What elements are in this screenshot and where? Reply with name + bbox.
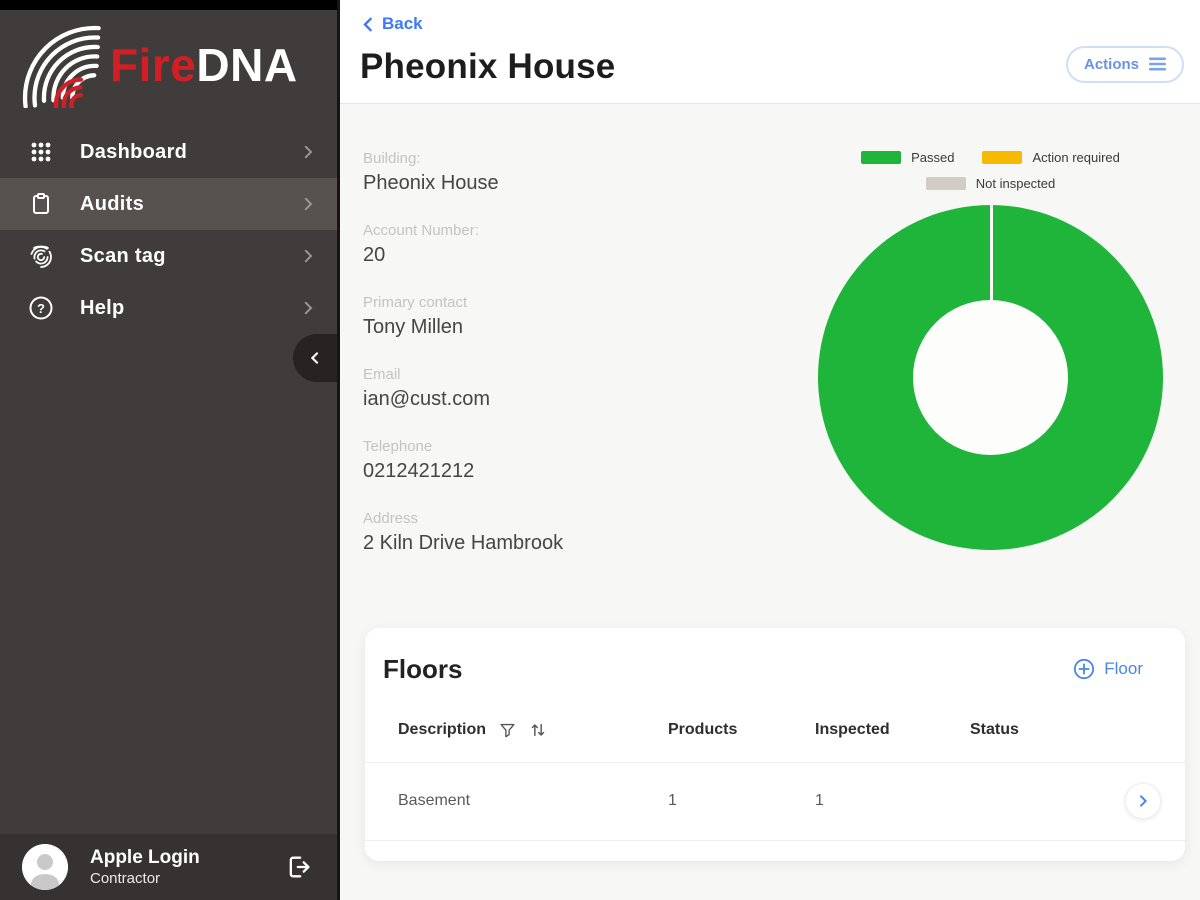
brand-dna: DNA	[196, 39, 298, 91]
chevron-right-icon	[299, 143, 317, 161]
chevron-right-icon	[1140, 795, 1148, 807]
legend-label: Not inspected	[975, 175, 1056, 191]
filter-icon	[500, 723, 515, 737]
chevron-left-icon	[363, 17, 372, 31]
field-building: Building: Pheonix House	[363, 150, 818, 195]
sidebar-item-help[interactable]: ? Help	[0, 282, 337, 334]
floors-table-header: Description Products Inspected Status	[365, 699, 1185, 763]
column-header-description: Description	[398, 721, 487, 738]
field-label: Building:	[363, 149, 421, 167]
sort-icon	[531, 723, 545, 737]
field-label: Address	[363, 509, 419, 527]
sidebar: FireDNA Dashboard Audit	[0, 0, 340, 900]
main-content: Back Pheonix House Actions Building: Phe…	[340, 0, 1200, 900]
logout-icon	[289, 856, 310, 878]
floor-description: Basement	[398, 792, 471, 809]
add-floor-label: Floor	[1104, 659, 1143, 678]
brand-wordmark: FireDNA	[110, 38, 298, 92]
field-label: Email	[363, 365, 401, 383]
add-floor-button[interactable]: Floor	[1073, 658, 1143, 680]
donut-segment-divider	[989, 204, 993, 300]
grid-icon	[26, 140, 56, 164]
donut-chart-wrap	[818, 204, 1163, 550]
back-label: Back	[382, 14, 423, 33]
sidebar-item-dashboard[interactable]: Dashboard	[0, 126, 337, 178]
floor-products-count: 1	[668, 792, 677, 809]
floors-title: Floors	[383, 653, 463, 684]
sidebar-item-label: Scan tag	[80, 244, 166, 267]
field-account-number: Account Number: 20	[363, 222, 818, 267]
legend-label: Action required	[1032, 149, 1120, 165]
donut-hole	[913, 299, 1068, 455]
chart-legend: Passed Action required Not inspected	[784, 150, 1198, 191]
user-info: Apple Login Contractor	[90, 846, 200, 889]
floor-open-button[interactable]	[1125, 783, 1161, 819]
legend-label: Passed	[911, 149, 955, 165]
field-value: Tony Millen	[363, 315, 464, 338]
menu-icon	[1149, 57, 1166, 71]
floor-row-basement[interactable]: Basement 1 1	[365, 763, 1185, 841]
fingerprint-logo-icon	[22, 25, 108, 108]
column-header-status: Status	[970, 721, 1019, 738]
filter-button[interactable]	[499, 722, 516, 739]
avatar	[22, 844, 68, 890]
sort-button[interactable]	[529, 721, 547, 739]
field-primary-contact: Primary contact Tony Millen	[363, 294, 818, 339]
user-bar: Apple Login Contractor	[0, 834, 337, 900]
actions-label: Actions	[1083, 55, 1139, 73]
plus-circle-icon	[1074, 658, 1095, 680]
legend-swatch-action-required	[982, 150, 1023, 164]
logout-button[interactable]	[285, 853, 313, 881]
chevron-right-icon	[299, 195, 317, 213]
fingerprint-icon	[26, 243, 56, 269]
status-bar-strip	[0, 0, 337, 10]
sidebar-item-label: Dashboard	[80, 140, 188, 163]
legend-item-passed: Passed	[861, 150, 954, 165]
sidebar-item-scan-tag[interactable]: Scan tag	[0, 230, 337, 282]
field-address: Address 2 Kiln Drive Hambrook	[363, 510, 818, 555]
user-role: Contractor	[90, 869, 161, 887]
back-button[interactable]: Back	[360, 14, 423, 34]
status-chart-area: Passed Action required Not inspected	[818, 150, 1163, 582]
building-overview: Building: Pheonix House Account Number: …	[340, 104, 1200, 582]
page-title: Pheonix House	[360, 46, 616, 86]
help-icon: ?	[26, 295, 56, 321]
field-label: Primary contact	[363, 293, 468, 311]
actions-button[interactable]: Actions	[1065, 45, 1184, 83]
floor-inspected-count: 1	[815, 792, 824, 809]
firedna-logo: FireDNA	[0, 10, 337, 124]
field-value: 20	[363, 243, 386, 266]
building-details: Building: Pheonix House Account Number: …	[363, 150, 818, 582]
chevron-right-icon	[299, 299, 317, 317]
column-header-inspected: Inspected	[815, 721, 890, 738]
legend-item-not-inspected: Not inspected	[925, 175, 1056, 191]
user-name: Apple Login	[90, 846, 200, 868]
field-value: 0212421212	[363, 459, 475, 482]
sidebar-nav: Dashboard Audits	[0, 126, 337, 334]
legend-swatch-not-inspected	[925, 176, 966, 190]
sidebar-item-label: Audits	[80, 192, 145, 215]
legend-swatch-passed	[861, 150, 902, 164]
floors-card: Floors Floor Description	[365, 627, 1185, 861]
field-label: Telephone	[363, 437, 433, 455]
sidebar-item-label: Help	[80, 296, 125, 319]
svg-text:?: ?	[37, 301, 45, 316]
chevron-left-icon	[310, 352, 319, 364]
field-value: Pheonix House	[363, 171, 499, 194]
field-value: 2 Kiln Drive Hambrook	[363, 531, 564, 554]
column-header-products: Products	[668, 721, 738, 738]
field-value: ian@cust.com	[363, 387, 491, 410]
sidebar-collapse-button[interactable]	[293, 334, 337, 382]
sidebar-item-audits[interactable]: Audits	[0, 178, 337, 230]
field-label: Account Number:	[363, 221, 479, 239]
field-email: Email ian@cust.com	[363, 366, 818, 411]
clipboard-icon	[26, 192, 56, 216]
page-header: Back Pheonix House Actions	[340, 0, 1200, 104]
chevron-right-icon	[299, 247, 317, 265]
field-telephone: Telephone 0212421212	[363, 438, 818, 483]
brand-fire: Fire	[110, 39, 197, 91]
legend-item-action-required: Action required	[982, 149, 1120, 165]
